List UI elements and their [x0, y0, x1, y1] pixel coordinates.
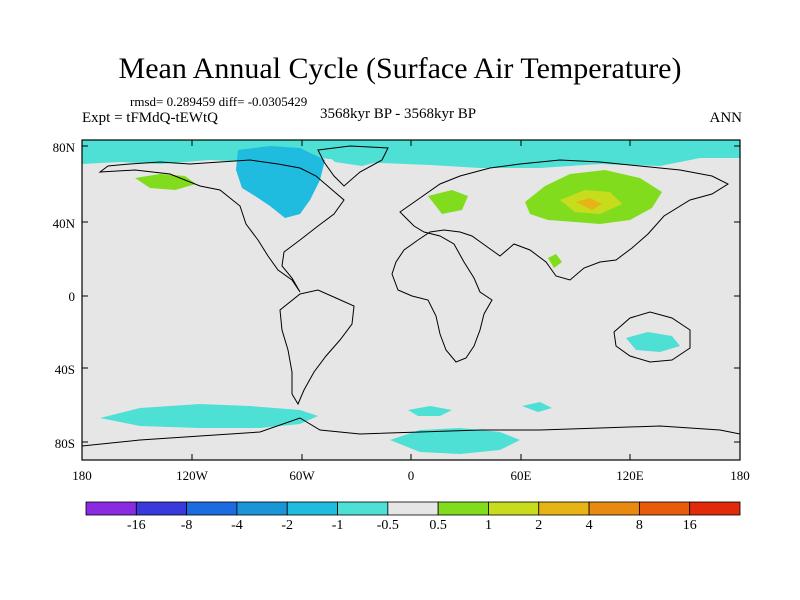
eurasia-africa-coast: [391, 159, 730, 363]
colorbar-label: -8: [180, 518, 193, 533]
colorbar-swatch: [488, 501, 540, 516]
antarctic-cold: [390, 428, 520, 454]
lat-label-40s: 40S: [54, 362, 75, 377]
colorbar-swatch: [286, 501, 338, 516]
colorbar-label: -1: [331, 518, 344, 533]
australia-coast: [613, 311, 691, 363]
india-warm: [548, 254, 562, 268]
south-atlantic-cold: [408, 406, 452, 416]
chart-title: Mean Annual Cycle (Surface Air Temperatu…: [118, 52, 682, 85]
colorbar-swatch: [135, 501, 188, 516]
lon-label-120w: 120W: [176, 468, 208, 483]
season-label: ANN: [709, 110, 743, 126]
colorbar-label: -4: [231, 518, 243, 533]
colorbar-swatch: [588, 501, 640, 516]
colorbar-swatch: [337, 501, 389, 516]
greenland-coast: [317, 145, 389, 187]
colorbar-label: -16: [126, 518, 146, 533]
colorbar-label: 4: [585, 518, 593, 533]
lat-label-40n: 40N: [52, 216, 75, 231]
lon-label-180w: 180: [72, 468, 92, 483]
lat-label-80n: 80N: [52, 140, 75, 155]
colorbar-swatch: [437, 501, 489, 516]
south-america-coast: [279, 289, 355, 406]
antarctica-coast: [81, 417, 741, 447]
colorbar-swatch: [387, 501, 439, 516]
lon-label-120e: 120E: [616, 468, 644, 483]
colorbar-swatch: [638, 501, 691, 516]
lon-label-60w: 60W: [289, 468, 315, 483]
lon-label-60e: 60E: [510, 468, 532, 483]
europe-warm: [428, 190, 468, 214]
colorbar-label: 16: [682, 518, 697, 533]
north-america-coast: [98, 159, 345, 293]
colorbar-label: 0.5: [429, 518, 447, 533]
colorbar-label: -0.5: [376, 518, 399, 533]
lat-label-0: 0: [68, 289, 76, 304]
colorbar-label: 1: [484, 518, 492, 533]
australia-cold: [626, 332, 680, 352]
period-label: 3568kyr BP - 3568kyr BP: [320, 106, 477, 122]
rmsd-diff-stats: rmsd= 0.289459 diff= -0.0305429: [130, 94, 308, 109]
lon-label-0: 0: [407, 468, 415, 483]
axis-ticks: [81, 140, 741, 460]
coastlines: [81, 145, 741, 447]
colorbar: [85, 501, 741, 516]
colorbar-label: 2: [535, 518, 543, 533]
colorbar-swatch: [186, 501, 238, 516]
colorbar-label: -2: [281, 518, 294, 533]
colorbar-swatch: [85, 501, 137, 516]
experiment-label: Expt = tFMdQ-tEWtQ: [82, 110, 218, 126]
indian-ocean-cold: [522, 402, 552, 412]
colorbar-swatch: [236, 501, 288, 516]
lon-label-180e: 180: [730, 468, 750, 483]
hudson-bay-cold: [236, 146, 325, 218]
colorbar-swatch: [689, 501, 741, 516]
colorbar-swatch: [538, 501, 590, 516]
greenland-cold: [318, 144, 390, 166]
pacific-southern-cold: [100, 404, 318, 428]
anomaly-fills: [82, 140, 740, 454]
colorbar-label: 8: [635, 518, 643, 533]
tibet-warm-peak: [576, 198, 602, 210]
lat-label-80s: 80S: [54, 436, 75, 451]
